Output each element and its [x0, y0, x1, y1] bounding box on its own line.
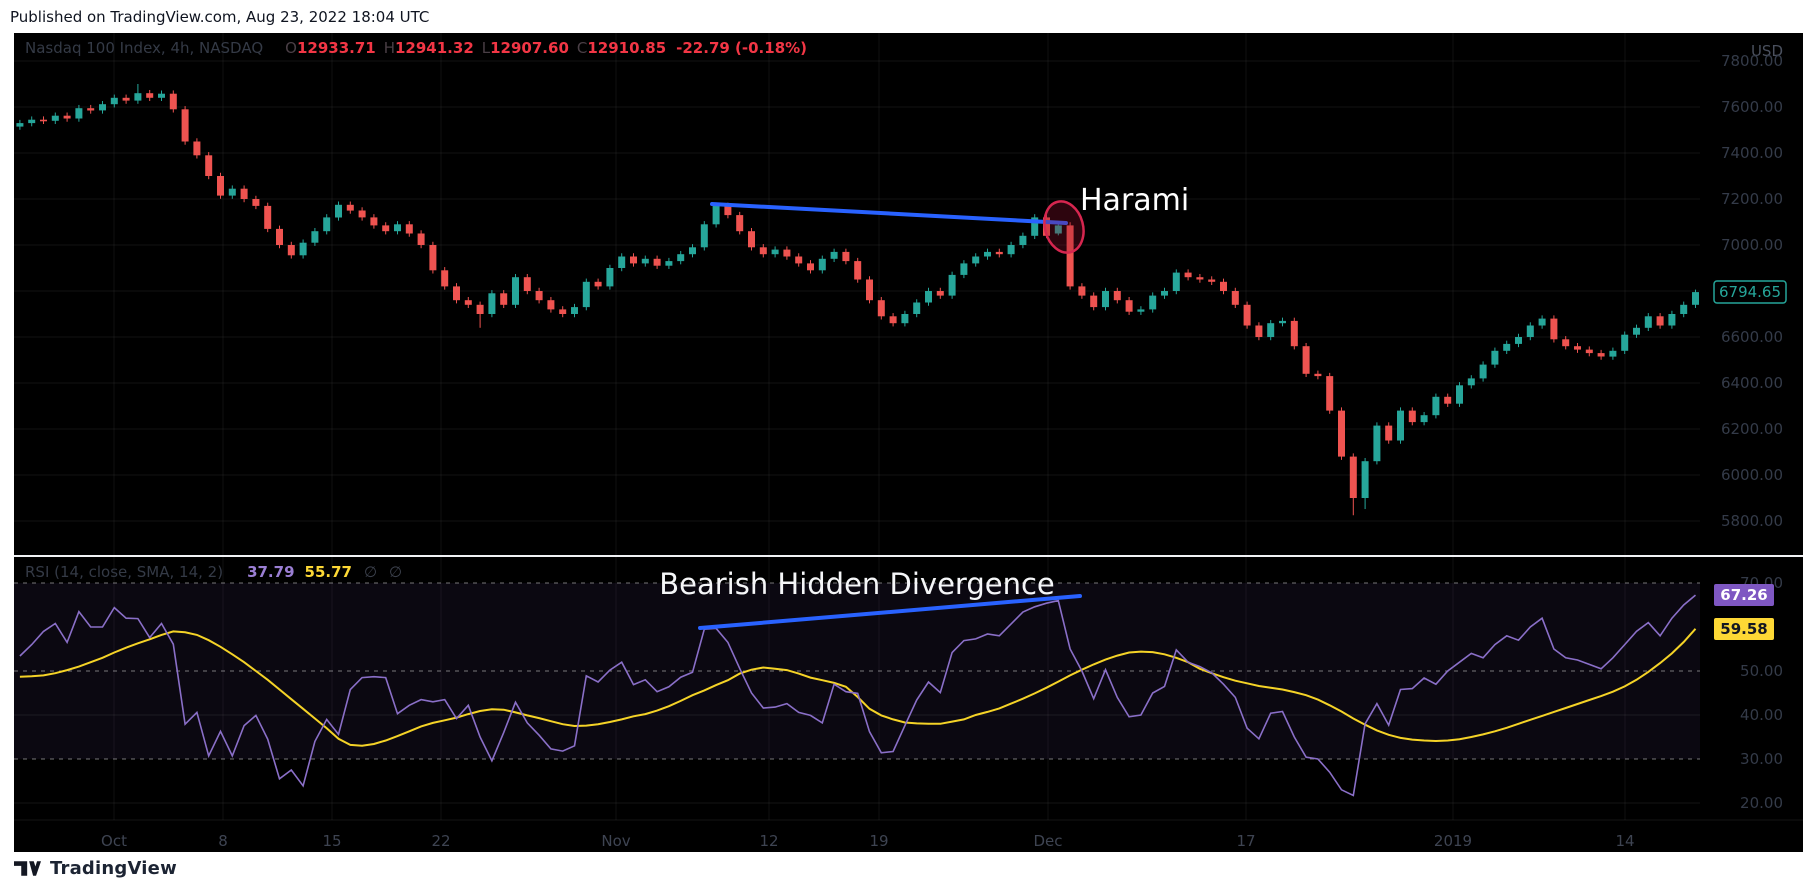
close-value: 12910.85 — [587, 39, 667, 57]
candlestick-series — [16, 84, 1699, 516]
svg-text:17: 17 — [1236, 832, 1255, 850]
rsi-value-label — [1714, 584, 1774, 606]
pane-separator — [14, 555, 1803, 557]
low-value: 12907.60 — [490, 39, 569, 57]
divergence-label: Bearish Hidden Divergence — [659, 567, 1055, 601]
rsi-band-fill — [14, 583, 1700, 759]
svg-text:7200.00: 7200.00 — [1721, 190, 1783, 208]
svg-text:6400.00: 6400.00 — [1721, 374, 1783, 392]
empty-set-icon: ∅ — [389, 563, 403, 581]
high-value: 12941.32 — [395, 39, 474, 57]
open-value: 12933.71 — [296, 39, 376, 57]
chart-canvas[interactable]: Harami Bearish Hidden Divergence USD7800.0… — [14, 33, 1803, 852]
harami-ellipse — [1043, 200, 1085, 254]
svg-text:6000.00: 6000.00 — [1721, 466, 1783, 484]
close-key: C — [576, 39, 588, 57]
symbol-title: Nasdaq 100 Index, 4h, NASDAQ — [25, 39, 264, 57]
publish-caption: Published on TradingView.com, Aug 23, 20… — [10, 8, 430, 26]
svg-text:7800.00: 7800.00 — [1721, 52, 1783, 70]
svg-text:5800.00: 5800.00 — [1721, 512, 1783, 530]
svg-text:Oct: Oct — [101, 832, 127, 850]
sma-value-label — [1714, 618, 1774, 640]
price-trendline — [710, 202, 1068, 225]
svg-text:14: 14 — [1615, 832, 1634, 850]
open-key: O — [285, 39, 297, 57]
svg-text:7600.00: 7600.00 — [1721, 98, 1783, 116]
tradingview-logo-icon — [14, 861, 41, 876]
rsi-legend: RSI (14, close, SMA, 14, 2) 37.79 55.77 ∅ ∅ — [25, 563, 402, 581]
rsi-title: RSI (14, close, SMA, 14, 2) — [25, 563, 224, 581]
svg-text:8: 8 — [218, 832, 228, 850]
empty-set-icon: ∅ — [363, 563, 378, 581]
svg-text:50.00: 50.00 — [1740, 662, 1783, 680]
svg-text:15: 15 — [322, 832, 341, 850]
last-price-label — [1713, 280, 1787, 304]
rsi-line — [19, 594, 1697, 797]
svg-text:20.00: 20.00 — [1740, 794, 1783, 812]
rsi-sma-line — [19, 628, 1697, 747]
currency-label: USD — [1751, 42, 1783, 60]
svg-text:40.00: 40.00 — [1740, 706, 1783, 724]
svg-text:2019: 2019 — [1434, 832, 1472, 850]
svg-text:59.58: 59.58 — [1720, 620, 1767, 638]
svg-text:6600.00: 6600.00 — [1721, 328, 1783, 346]
change-value: -22.79 (-0.18%) — [676, 39, 808, 57]
rsi-sma-value: 55.77 — [304, 563, 352, 581]
tradingview-wordmark: TradingView — [50, 858, 177, 879]
tradingview-footer-link[interactable]: TradingView — [14, 858, 177, 879]
rsi-value: 37.79 — [247, 563, 295, 581]
svg-text:22: 22 — [431, 832, 450, 850]
harami-label: Harami — [1080, 183, 1189, 218]
svg-text:7400.00: 7400.00 — [1721, 144, 1783, 162]
svg-text:6200.00: 6200.00 — [1721, 420, 1783, 438]
rsi-trendline — [698, 594, 1082, 630]
svg-text:6794.65: 6794.65 — [1719, 283, 1781, 301]
main-chart-legend: Nasdaq 100 Index, 4h, NASDAQ O12933.71 H12… — [25, 39, 807, 57]
svg-text:Nov: Nov — [601, 832, 630, 850]
low-key: L — [481, 39, 491, 57]
svg-text:19: 19 — [869, 832, 888, 850]
svg-text:12: 12 — [759, 832, 778, 850]
svg-text:67.26: 67.26 — [1720, 586, 1767, 604]
high-key: H — [383, 39, 395, 57]
svg-text:7000.00: 7000.00 — [1721, 236, 1783, 254]
svg-text:Dec: Dec — [1033, 832, 1062, 850]
svg-text:30.00: 30.00 — [1740, 750, 1783, 768]
